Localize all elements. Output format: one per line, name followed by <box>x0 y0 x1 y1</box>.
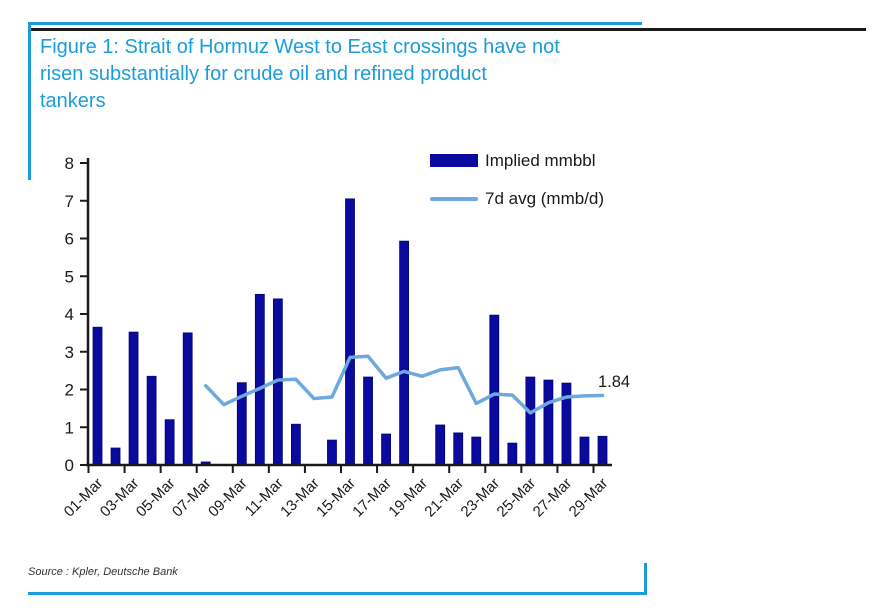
y-axis-label: 2 <box>65 381 74 400</box>
legend-item-bars: Implied mmbbl <box>430 150 604 171</box>
bar <box>471 436 482 466</box>
x-axis-label: 07-Mar <box>169 475 215 521</box>
bar <box>435 424 446 466</box>
source-note: Source : Kpler, Deutsche Bank <box>28 566 178 578</box>
x-axis-label: 27-Mar <box>530 475 576 521</box>
y-axis-label: 5 <box>65 267 74 286</box>
bar <box>381 433 391 466</box>
bar <box>489 314 500 466</box>
y-axis-label: 1 <box>65 418 74 437</box>
top-accent-rule <box>28 22 642 25</box>
bar <box>327 439 337 466</box>
x-axis-label: 19-Mar <box>385 475 431 521</box>
legend-line-label: 7d avg (mmb/d) <box>485 188 605 208</box>
chart-canvas: 01234567801-Mar03-Mar05-Mar07-Mar09-Mar1… <box>61 154 630 521</box>
x-axis-label: 09-Mar <box>205 475 251 521</box>
x-axis-label: 21-Mar <box>421 475 467 521</box>
bar <box>254 293 265 466</box>
figure-title: Figure 1: Strait of Hormuz West to East … <box>40 34 650 115</box>
bar <box>579 436 590 466</box>
bar <box>399 240 410 466</box>
x-axis-label: 13-Mar <box>277 475 323 521</box>
legend-item-line: 7d avg (mmb/d) <box>430 188 604 209</box>
x-axis-label: 17-Mar <box>349 475 395 521</box>
title-left-rule <box>28 22 31 180</box>
figure-title-line-3: tankers <box>40 90 106 112</box>
x-axis-label: 03-Mar <box>97 475 143 521</box>
bar <box>345 198 355 466</box>
bar <box>182 332 193 466</box>
bottom-right-rule <box>644 563 647 595</box>
top-black-rule <box>28 28 866 31</box>
y-axis-label: 6 <box>65 230 74 249</box>
bar <box>597 435 608 466</box>
bar <box>92 326 103 466</box>
bar <box>543 379 554 466</box>
x-axis-label: 25-Mar <box>494 475 540 521</box>
x-axis-label: 15-Mar <box>313 475 359 521</box>
figure-title-line-1: Figure 1: Strait of Hormuz West to East … <box>40 36 560 58</box>
legend-line-swatch <box>430 196 478 201</box>
y-axis-label: 3 <box>65 343 74 362</box>
legend-bar-label: Implied mmbbl <box>485 150 596 170</box>
bar <box>110 447 121 466</box>
line-end-annotation: 1.84 <box>598 373 630 391</box>
x-axis-label: 23-Mar <box>458 475 504 521</box>
y-axis-label: 4 <box>65 305 74 324</box>
chart-legend: Implied mmbbl 7d avg (mmb/d) <box>430 150 604 226</box>
x-axis-label: 11-Mar <box>242 475 287 520</box>
bar <box>507 442 518 466</box>
x-axis-label: 29-Mar <box>566 475 612 521</box>
bar <box>146 375 157 466</box>
bar <box>290 423 301 466</box>
avg-line <box>203 354 605 415</box>
y-axis-label: 8 <box>65 154 74 173</box>
bar <box>453 432 464 466</box>
bottom-accent-rule <box>28 592 645 595</box>
bar <box>525 376 536 466</box>
x-axis-label: 05-Mar <box>133 475 179 521</box>
bar <box>164 419 175 466</box>
bar <box>363 376 373 466</box>
y-axis-label: 0 <box>65 456 74 475</box>
legend-bar-swatch <box>430 154 478 167</box>
figure-title-line-2: risen substantially for crude oil and re… <box>40 63 487 85</box>
y-axis-label: 7 <box>65 192 74 211</box>
bar <box>128 331 139 466</box>
x-axis-label: 01-Mar <box>61 475 107 521</box>
